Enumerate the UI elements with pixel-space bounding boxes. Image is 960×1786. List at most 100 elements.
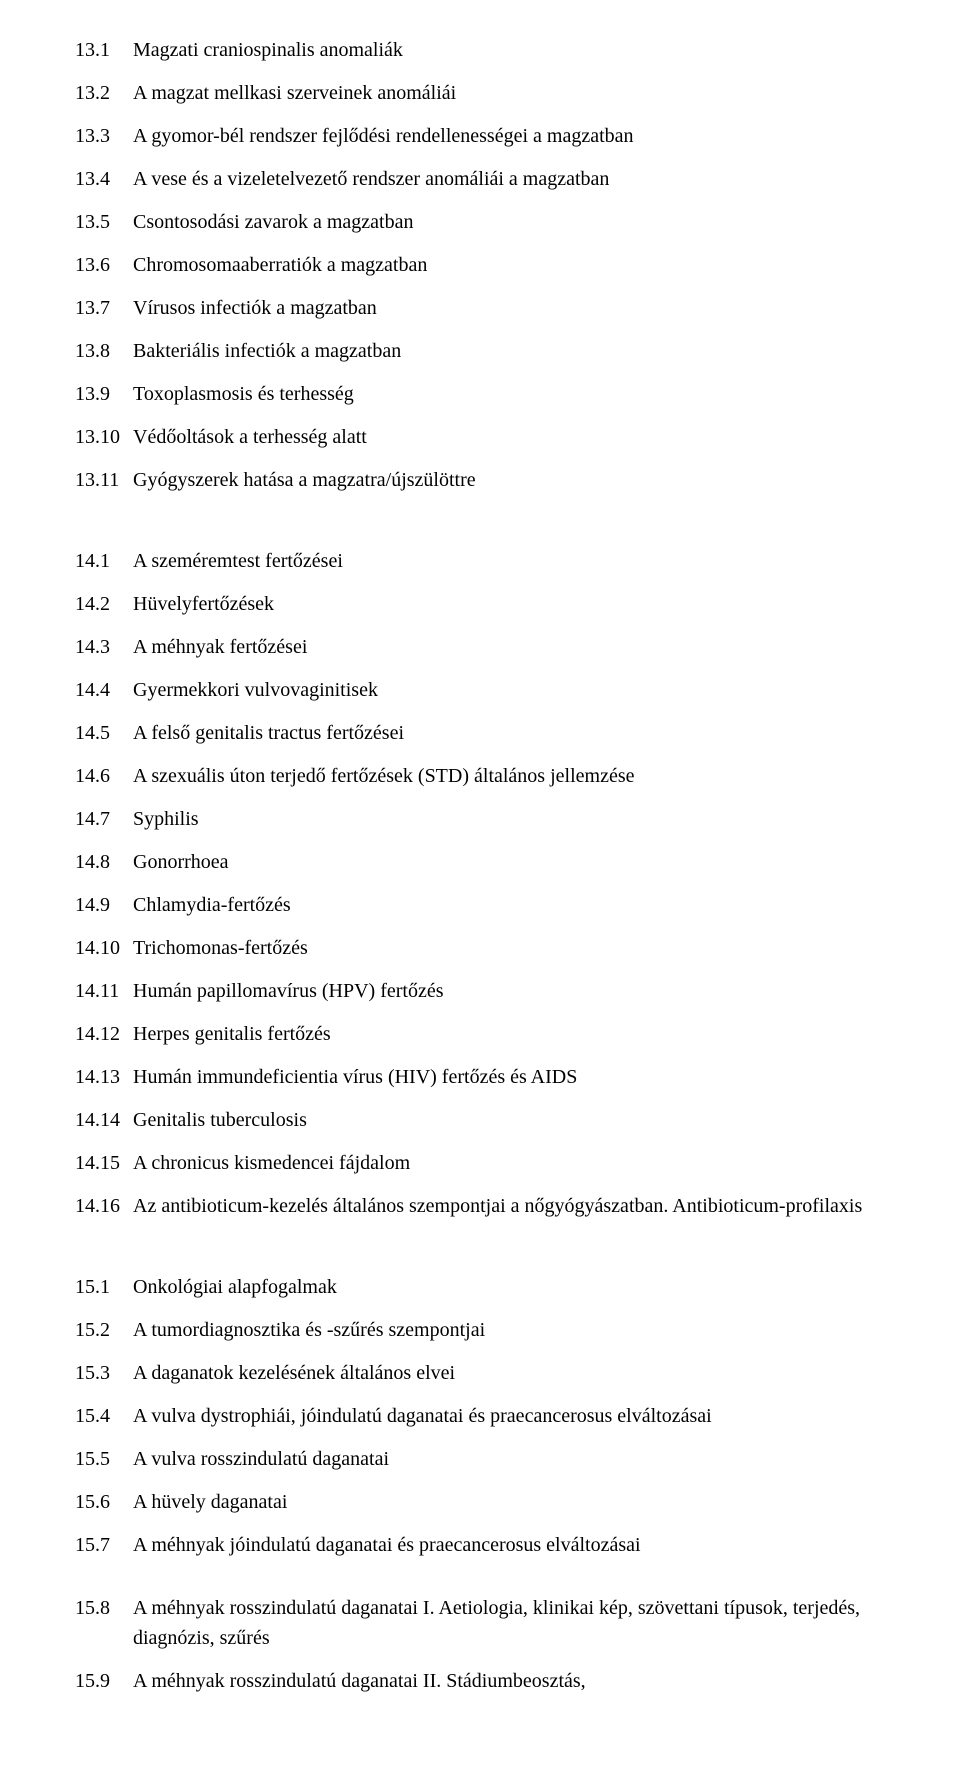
list-item: 13.9Toxoplasmosis és terhesség — [75, 379, 905, 409]
item-number: 14.13 — [75, 1062, 133, 1092]
item-text: A szeméremtest fertőzései — [133, 546, 905, 576]
list-item: 15.9A méhnyak rosszindulatú daganatai II… — [75, 1666, 905, 1696]
item-text: Humán papillomavírus (HPV) fertőzés — [133, 976, 905, 1006]
list-item: 14.13Humán immundeficientia vírus (HIV) … — [75, 1062, 905, 1092]
list-item: 14.15A chronicus kismedencei fájdalom — [75, 1148, 905, 1178]
item-number: 14.5 — [75, 718, 133, 748]
item-text: Csontosodási zavarok a magzatban — [133, 207, 905, 237]
list-item: 14.4Gyermekkori vulvovaginitisek — [75, 675, 905, 705]
item-number: 14.14 — [75, 1105, 133, 1135]
item-number: 15.4 — [75, 1401, 133, 1431]
list-item: 13.5Csontosodási zavarok a magzatban — [75, 207, 905, 237]
item-text: Chlamydia-fertőzés — [133, 890, 905, 920]
item-number: 13.2 — [75, 78, 133, 108]
item-text: A felső genitalis tractus fertőzései — [133, 718, 905, 748]
document-body: 13.1Magzati craniospinalis anomaliák13.2… — [75, 35, 905, 1696]
list-item: 14.7Syphilis — [75, 804, 905, 834]
item-number: 13.11 — [75, 465, 133, 495]
item-text: Védőoltások a terhesség alatt — [133, 422, 905, 452]
list-item: 15.3A daganatok kezelésének általános el… — [75, 1358, 905, 1388]
section-gap — [75, 1234, 905, 1272]
list-item: 13.1Magzati craniospinalis anomaliák — [75, 35, 905, 65]
item-number: 14.9 — [75, 890, 133, 920]
list-item: 15.5A vulva rosszindulatú daganatai — [75, 1444, 905, 1474]
item-text: Chromosomaaberratiók a magzatban — [133, 250, 905, 280]
item-number: 14.8 — [75, 847, 133, 877]
item-text: Az antibioticum-kezelés általános szempo… — [133, 1191, 905, 1221]
item-number: 15.7 — [75, 1530, 133, 1560]
list-item: 14.2Hüvelyfertőzések — [75, 589, 905, 619]
item-number: 14.12 — [75, 1019, 133, 1049]
item-number: 15.2 — [75, 1315, 133, 1345]
list-item: 14.10Trichomonas-fertőzés — [75, 933, 905, 963]
list-item: 14.3A méhnyak fertőzései — [75, 632, 905, 662]
item-number: 14.2 — [75, 589, 133, 619]
list-item: 14.11Humán papillomavírus (HPV) fertőzés — [75, 976, 905, 1006]
list-item: 13.2A magzat mellkasi szerveinek anomáli… — [75, 78, 905, 108]
item-text: Vírusos infectiók a magzatban — [133, 293, 905, 323]
item-text: A hüvely daganatai — [133, 1487, 905, 1517]
section-gap — [75, 1573, 905, 1593]
item-text: A vulva dystrophiái, jóindulatú daganata… — [133, 1401, 905, 1431]
item-text: A méhnyak rosszindulatú daganatai II. St… — [133, 1666, 905, 1696]
list-item: 13.6Chromosomaaberratiók a magzatban — [75, 250, 905, 280]
item-text: A daganatok kezelésének általános elvei — [133, 1358, 905, 1388]
item-number: 14.1 — [75, 546, 133, 576]
item-number: 15.5 — [75, 1444, 133, 1474]
section-gap — [75, 508, 905, 546]
item-number: 13.4 — [75, 164, 133, 194]
item-text: Herpes genitalis fertőzés — [133, 1019, 905, 1049]
item-number: 15.1 — [75, 1272, 133, 1302]
list-item: 14.9Chlamydia-fertőzés — [75, 890, 905, 920]
list-item: 14.8Gonorrhoea — [75, 847, 905, 877]
item-text: Magzati craniospinalis anomaliák — [133, 35, 905, 65]
list-item: 15.6A hüvely daganatai — [75, 1487, 905, 1517]
item-number: 13.3 — [75, 121, 133, 151]
item-text: Onkológiai alapfogalmak — [133, 1272, 905, 1302]
item-number: 15.6 — [75, 1487, 133, 1517]
item-number: 15.3 — [75, 1358, 133, 1388]
item-text: Hüvelyfertőzések — [133, 589, 905, 619]
list-item: 14.12Herpes genitalis fertőzés — [75, 1019, 905, 1049]
item-text: Trichomonas-fertőzés — [133, 933, 905, 963]
item-number: 14.3 — [75, 632, 133, 662]
item-number: 14.6 — [75, 761, 133, 791]
list-item: 13.4A vese és a vizeletelvezető rendszer… — [75, 164, 905, 194]
item-number: 14.10 — [75, 933, 133, 963]
list-item: 13.7Vírusos infectiók a magzatban — [75, 293, 905, 323]
item-text: A magzat mellkasi szerveinek anomáliái — [133, 78, 905, 108]
item-text: A méhnyak fertőzései — [133, 632, 905, 662]
item-number: 14.7 — [75, 804, 133, 834]
list-item: 14.14Genitalis tuberculosis — [75, 1105, 905, 1135]
item-number: 15.9 — [75, 1666, 133, 1696]
item-number: 14.4 — [75, 675, 133, 705]
item-number: 13.5 — [75, 207, 133, 237]
item-text: Gonorrhoea — [133, 847, 905, 877]
item-number: 15.8 — [75, 1593, 133, 1623]
item-text: A vulva rosszindulatú daganatai — [133, 1444, 905, 1474]
list-item: 14.16Az antibioticum-kezelés általános s… — [75, 1191, 905, 1221]
list-item: 13.10Védőoltások a terhesség alatt — [75, 422, 905, 452]
item-number: 13.1 — [75, 35, 133, 65]
item-text: A vese és a vizeletelvezető rendszer ano… — [133, 164, 905, 194]
item-text: Gyógyszerek hatása a magzatra/újszülöttr… — [133, 465, 905, 495]
item-text: A chronicus kismedencei fájdalom — [133, 1148, 905, 1178]
list-item: 14.6A szexuális úton terjedő fertőzések … — [75, 761, 905, 791]
list-item: 15.7A méhnyak jóindulatú daganatai és pr… — [75, 1530, 905, 1560]
item-number: 13.7 — [75, 293, 133, 323]
item-text: A méhnyak rosszindulatú daganatai I. Aet… — [133, 1593, 905, 1653]
list-item: 14.1A szeméremtest fertőzései — [75, 546, 905, 576]
item-text: A szexuális úton terjedő fertőzések (STD… — [133, 761, 905, 791]
list-item: 13.11Gyógyszerek hatása a magzatra/újszü… — [75, 465, 905, 495]
item-number: 13.10 — [75, 422, 133, 452]
item-number: 13.6 — [75, 250, 133, 280]
list-item: 13.3A gyomor-bél rendszer fejlődési rend… — [75, 121, 905, 151]
item-text: A tumordiagnosztika és -szűrés szempontj… — [133, 1315, 905, 1345]
item-text: A gyomor-bél rendszer fejlődési rendelle… — [133, 121, 905, 151]
item-number: 13.8 — [75, 336, 133, 366]
item-number: 14.11 — [75, 976, 133, 1006]
item-text: Syphilis — [133, 804, 905, 834]
list-item: 15.2A tumordiagnosztika és -szűrés szemp… — [75, 1315, 905, 1345]
item-number: 14.16 — [75, 1191, 133, 1221]
item-text: Genitalis tuberculosis — [133, 1105, 905, 1135]
